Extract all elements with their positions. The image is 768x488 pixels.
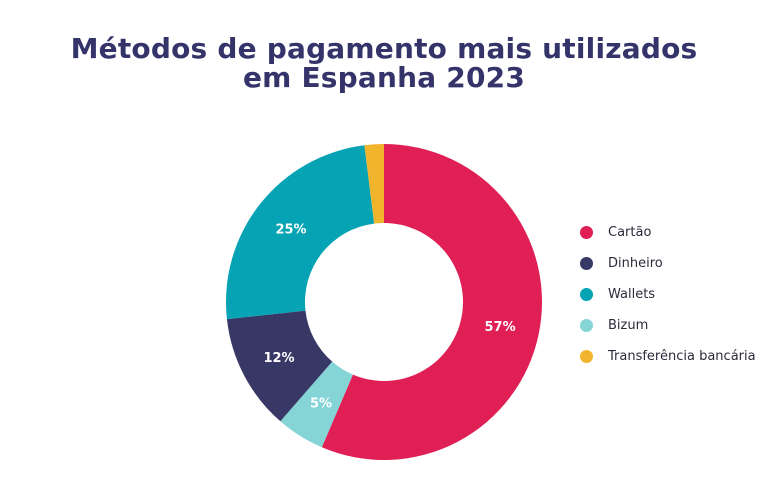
legend-item-cartao: Cartão [580, 217, 756, 248]
legend-label-dinheiro: Dinheiro [608, 256, 663, 271]
legend: Cartão Dinheiro Wallets Bizum Transferên… [580, 217, 756, 372]
legend-swatch-dinheiro [580, 257, 593, 270]
data-label-bizum: 5% [310, 396, 332, 411]
legend-swatch-bizum [580, 319, 593, 332]
legend-label-wallets: Wallets [608, 287, 656, 302]
data-label-dinheiro: 12% [263, 351, 294, 366]
legend-label-transferencia-bancaria: Transferência bancária [608, 349, 756, 364]
donut-slice-cartao [321, 144, 543, 461]
legend-swatch-transferencia-bancaria [580, 350, 593, 363]
chart-title-line-2: em Espanha 2023 [242, 61, 526, 94]
chart-title: Métodos de pagamento mais utilizados em … [0, 34, 768, 92]
legend-item-bizum: Bizum [580, 310, 756, 341]
legend-label-cartao: Cartão [608, 225, 652, 240]
legend-item-transferencia-bancaria: Transferência bancária [580, 341, 756, 372]
legend-swatch-cartao [580, 226, 593, 239]
data-label-cartao: 57% [485, 320, 516, 335]
donut-slice-wallets [226, 145, 375, 320]
legend-item-wallets: Wallets [580, 279, 756, 310]
data-label-wallets: 25% [275, 223, 306, 238]
legend-swatch-wallets [580, 288, 593, 301]
legend-label-bizum: Bizum [608, 318, 649, 333]
donut-slice-dinheiro [226, 310, 333, 422]
chart-title-line-1: Métodos de pagamento mais utilizados [70, 32, 698, 65]
donut-slice-transferencia-bancaria [364, 144, 384, 224]
legend-item-dinheiro: Dinheiro [580, 248, 756, 279]
donut-slice-bizum [280, 361, 353, 448]
